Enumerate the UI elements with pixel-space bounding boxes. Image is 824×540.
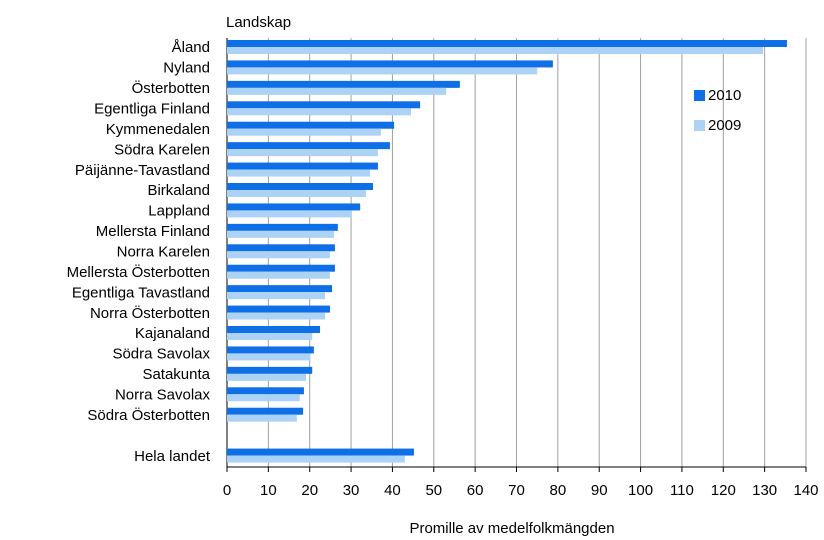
x-tick-label: 50 xyxy=(425,482,442,499)
bar xyxy=(227,305,330,313)
bar xyxy=(227,223,338,231)
x-tick-label: 60 xyxy=(467,482,484,499)
bar xyxy=(227,285,333,293)
y-tick-label: Päijänne-Tavastland xyxy=(75,162,210,179)
y-tick-label: Kajanaland xyxy=(135,325,210,342)
y-tick-label: Mellersta Finland xyxy=(96,223,210,240)
y-tick-label: Norra Österbotten xyxy=(90,304,210,322)
x-tick-label: 120 xyxy=(711,482,736,499)
bar xyxy=(227,142,390,150)
bar xyxy=(227,40,787,47)
bar xyxy=(227,108,412,116)
y-tick-label: Södra Österbotten xyxy=(87,406,210,424)
bar xyxy=(227,67,538,75)
x-tick-label: 130 xyxy=(752,482,777,499)
bar xyxy=(227,407,304,415)
bar xyxy=(227,128,381,136)
bar xyxy=(227,230,335,238)
x-tick-label: 110 xyxy=(670,482,694,499)
y-tick-label: Hela landet xyxy=(134,448,211,465)
bar xyxy=(227,101,421,109)
x-tick-label: 100 xyxy=(628,482,653,499)
bar xyxy=(227,353,311,361)
bar xyxy=(227,346,314,354)
x-tick-label: 140 xyxy=(793,482,818,499)
bar xyxy=(227,333,313,340)
y-tick-label: Birkaland xyxy=(147,182,210,199)
y-tick-label: Mellersta Österbotten xyxy=(67,263,210,281)
x-tick-label: 40 xyxy=(384,482,401,499)
y-tick-label: Österbotten xyxy=(132,79,210,97)
bar xyxy=(227,326,321,333)
x-tick-label: 10 xyxy=(260,482,277,499)
bar xyxy=(227,271,330,279)
bar xyxy=(227,203,361,211)
bar xyxy=(227,373,306,381)
chart-title: Landskap xyxy=(226,14,291,31)
x-tick-label: 90 xyxy=(591,482,608,499)
y-tick-label: Norra Karelen xyxy=(117,243,210,260)
y-tick-label: Åland xyxy=(172,39,210,56)
x-tick-label: 70 xyxy=(508,482,525,499)
legend-swatch xyxy=(694,90,705,101)
bar xyxy=(227,190,366,197)
y-tick-label: Södra Savolax xyxy=(112,346,210,363)
y-tick-label: Lappland xyxy=(148,203,210,220)
bar xyxy=(227,121,395,129)
y-tick-label: Egentliga Finland xyxy=(94,100,210,117)
bar xyxy=(227,264,335,272)
y-tick-label: Kymmenedalen xyxy=(106,121,210,138)
bar xyxy=(227,60,553,68)
bar xyxy=(227,394,300,402)
x-tick-label: 30 xyxy=(343,482,360,499)
bar xyxy=(227,414,297,422)
y-tick-label: Nyland xyxy=(163,60,210,77)
bar xyxy=(227,244,335,252)
legend-label: 2010 xyxy=(708,87,741,104)
x-tick-label: 80 xyxy=(550,482,567,499)
y-tick-label: Satakunta xyxy=(142,366,210,383)
bar xyxy=(227,387,304,395)
bar xyxy=(227,149,378,157)
bar xyxy=(227,251,330,259)
bar xyxy=(227,312,326,320)
bar xyxy=(227,87,447,95)
bar xyxy=(227,162,378,170)
bar xyxy=(227,183,373,190)
legend-label: 2009 xyxy=(708,117,741,134)
x-axis-label: Promille av medelfolkmängden xyxy=(409,520,614,537)
y-tick-label: Egentliga Tavastland xyxy=(72,284,210,301)
y-tick-label: Norra Savolax xyxy=(115,386,211,403)
bar xyxy=(227,169,371,177)
x-tick-label: 0 xyxy=(223,482,231,499)
bar xyxy=(227,210,352,218)
bar xyxy=(227,448,414,456)
legend-swatch xyxy=(694,120,705,131)
bar xyxy=(227,292,326,300)
x-tick-label: 20 xyxy=(301,482,318,499)
bar xyxy=(227,80,460,88)
bar xyxy=(227,47,763,54)
bar xyxy=(227,366,313,374)
y-tick-label: Södra Karelen xyxy=(114,141,210,158)
bar xyxy=(227,455,405,463)
